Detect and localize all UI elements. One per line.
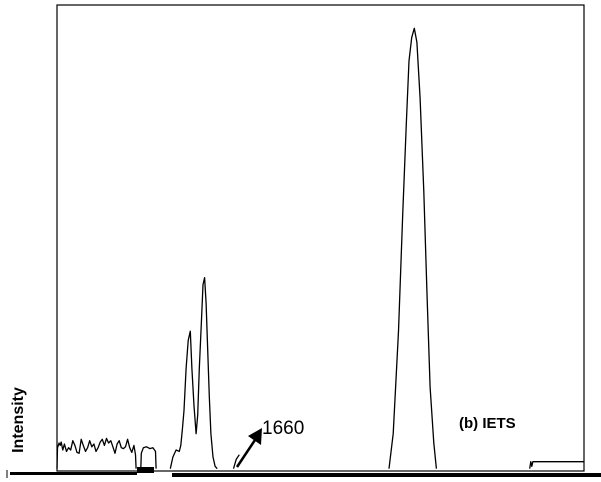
baseline-bar-dark [137, 467, 154, 473]
annotation-arrowhead [248, 428, 262, 445]
spectrum-segment-1 [56, 437, 137, 469]
spectrum-segment-2 [140, 446, 157, 469]
spectrum-segment-6 [529, 461, 584, 469]
annotation-arrow [235, 436, 259, 468]
spectrum-segment-4 [232, 454, 240, 469]
baseline-bar-right [172, 473, 601, 477]
plot-frame [56, 4, 585, 472]
spectrum-segment-3 [169, 276, 218, 470]
panel-label: (b) IETS [459, 415, 516, 432]
series-layer [56, 27, 584, 470]
annotation-label: 1660 [262, 418, 304, 439]
spectrum-segment-5 [388, 27, 438, 469]
y-axis-label: Intensity [10, 387, 27, 453]
baseline-bar-left [10, 472, 137, 475]
